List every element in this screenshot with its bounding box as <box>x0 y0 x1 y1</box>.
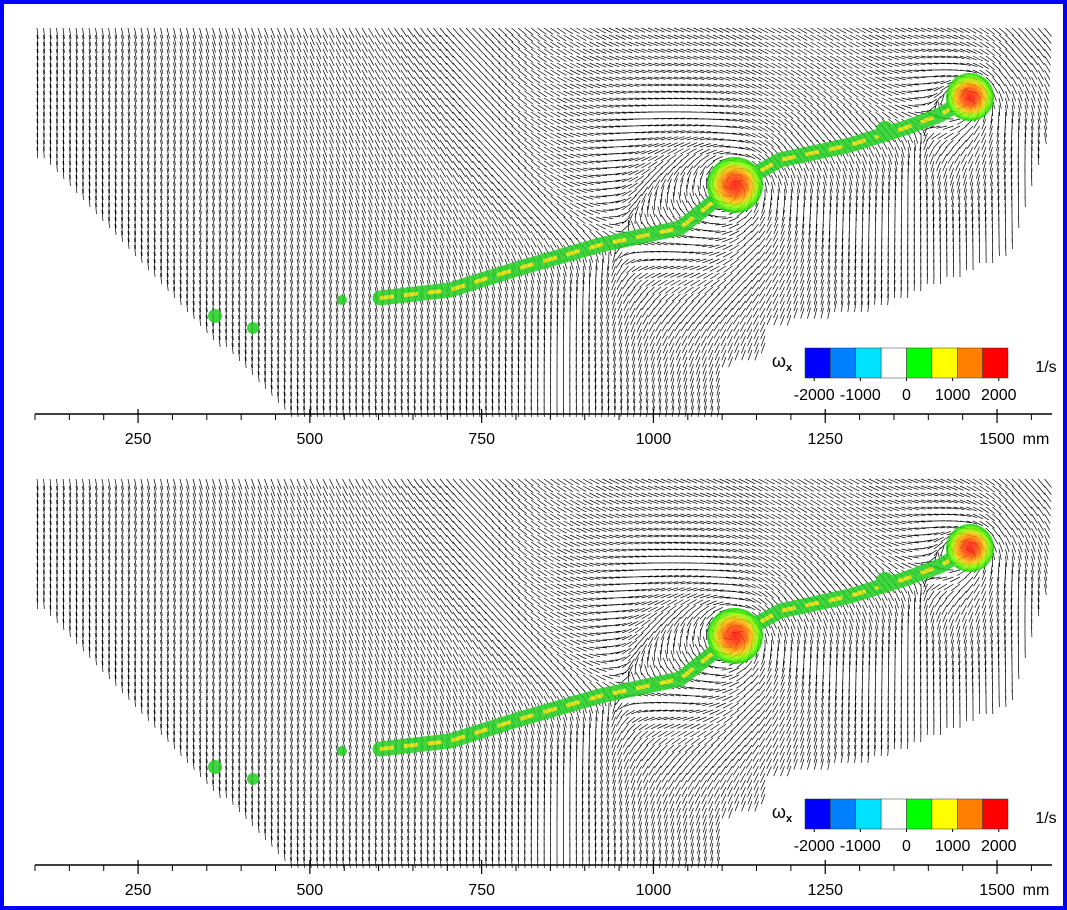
colorbar-swatch <box>906 347 933 379</box>
colorbar-symbol: ω <box>772 802 786 822</box>
colorbar-label: ωx <box>772 802 793 825</box>
colorbar-tick-label: 2000 <box>981 387 1017 404</box>
vorticity-blob <box>208 760 222 774</box>
colorbar-swatch <box>957 798 983 830</box>
vortex <box>946 73 994 121</box>
vorticity-blob <box>208 309 222 323</box>
vorticity-blob <box>247 322 259 334</box>
colorbar-swatch <box>830 347 856 379</box>
x-tick-label: 1500 <box>979 431 1015 448</box>
x-tick-label: 750 <box>468 431 495 448</box>
colorbar-swatch <box>855 798 882 830</box>
colorbar-label: ωx <box>772 351 793 374</box>
colorbar-tick-label: -1000 <box>840 838 881 855</box>
colorbar-tick-label: -2000 <box>794 838 835 855</box>
x-tick-label: 1250 <box>807 431 843 448</box>
vorticity-contours <box>208 73 994 334</box>
vortex <box>946 524 994 572</box>
colorbar-tick-label: -2000 <box>794 387 835 404</box>
x-axis-label: mm <box>1023 431 1050 448</box>
x-tick-label: 1250 <box>807 882 843 899</box>
colorbar-subscript: x <box>786 813 793 825</box>
colorbar-tick-label: -1000 <box>840 387 881 404</box>
x-tick-label: 500 <box>297 431 324 448</box>
vorticity-contours <box>208 524 994 785</box>
vorticity-blob <box>247 773 259 785</box>
x-tick-label: 250 <box>125 882 152 899</box>
vorticity-blob <box>876 121 894 139</box>
colorbar-swatch <box>830 798 856 830</box>
colorbar-swatch <box>957 347 983 379</box>
colorbar-swatch <box>855 347 882 379</box>
vortex <box>707 157 763 213</box>
colorbar-subscript: x <box>786 362 793 374</box>
colorbar-swatch <box>804 347 831 379</box>
vorticity-blob <box>876 572 894 590</box>
colorbar-swatch <box>931 798 958 830</box>
vortex <box>707 608 763 664</box>
x-tick-label: 1500 <box>979 882 1015 899</box>
colorbar-swatch <box>880 798 907 830</box>
colorbar-unit: 1/s <box>1035 810 1056 827</box>
colorbar-swatch <box>982 798 1009 830</box>
x-tick-label: 750 <box>468 882 495 899</box>
x-tick-label: 1000 <box>636 431 672 448</box>
colorbar-symbol: ω <box>772 351 786 371</box>
colorbar-swatch <box>906 798 933 830</box>
colorbar-tick-label: 0 <box>902 387 911 404</box>
x-tick-label: 250 <box>125 431 152 448</box>
colorbar-tick-label: 1000 <box>935 387 971 404</box>
colorbar-swatch <box>931 347 958 379</box>
vorticity-blob <box>337 746 347 756</box>
x-tick-label: 1000 <box>636 882 672 899</box>
colorbar-tick-label: 2000 <box>981 838 1017 855</box>
colorbar-tick-label: 0 <box>902 838 911 855</box>
vorticity-blob <box>337 295 347 305</box>
colorbar-swatch <box>804 798 831 830</box>
x-axis-label: mm <box>1023 882 1050 899</box>
colorbar-swatch <box>982 347 1009 379</box>
colorbar-swatch <box>880 347 907 379</box>
colorbar-unit: 1/s <box>1035 359 1056 376</box>
x-tick-label: 500 <box>297 882 324 899</box>
colorbar-tick-label: 1000 <box>935 838 971 855</box>
